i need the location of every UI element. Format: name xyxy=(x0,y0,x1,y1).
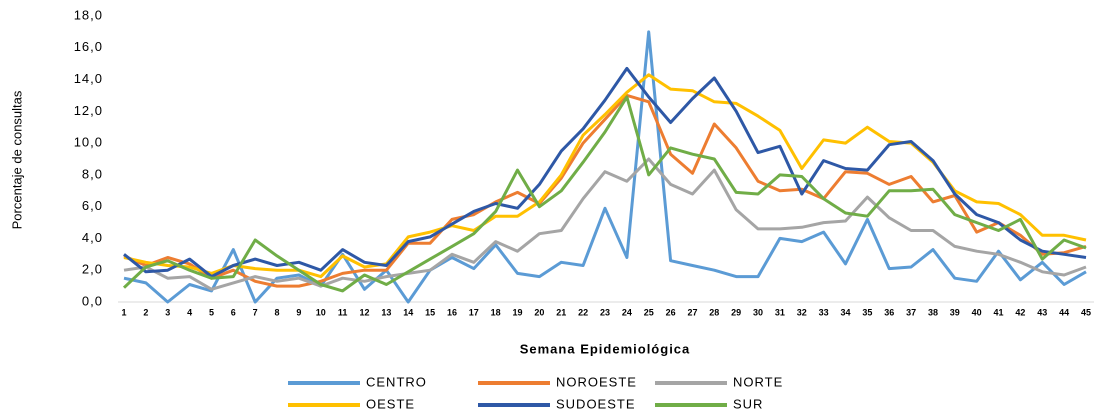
y-tick-label: 10,0 xyxy=(74,135,103,150)
x-tick-label: 35 xyxy=(862,307,872,317)
legend-label: NORTE xyxy=(733,374,783,389)
x-tick-label: 42 xyxy=(1015,307,1025,317)
x-tick-label: 16 xyxy=(447,307,457,317)
x-tick-label: 7 xyxy=(253,307,258,317)
x-tick-label: 38 xyxy=(928,307,938,317)
x-tick-label: 39 xyxy=(950,307,960,317)
y-tick-label: 8,0 xyxy=(82,166,103,181)
y-tick-label: 16,0 xyxy=(74,39,103,54)
x-tick-label: 25 xyxy=(644,307,654,317)
x-tick-label: 23 xyxy=(600,307,610,317)
legend-label: CENTRO xyxy=(366,374,427,389)
series-line xyxy=(123,93,1087,288)
x-tick-label: 15 xyxy=(425,307,435,317)
legend-label: NOROESTE xyxy=(556,374,637,389)
y-tick-label: 4,0 xyxy=(82,230,103,245)
x-tick-label: 19 xyxy=(513,307,523,317)
series-line xyxy=(123,157,1087,291)
x-tick-label: 40 xyxy=(972,307,982,317)
x-tick-label: 41 xyxy=(994,307,1004,317)
x-tick-label: 21 xyxy=(556,307,566,317)
x-tick-label: 4 xyxy=(187,307,192,317)
legend-label: SUDOESTE xyxy=(556,396,636,411)
x-tick-label: 3 xyxy=(165,307,170,317)
x-tick-label: 17 xyxy=(469,307,479,317)
x-tick-label: 6 xyxy=(231,307,236,317)
x-tick-label: 20 xyxy=(534,307,544,317)
x-tick-label: 32 xyxy=(797,307,807,317)
x-tick-label: 45 xyxy=(1081,307,1091,317)
x-tick-label: 10 xyxy=(316,307,326,317)
y-tick-label: 18,0 xyxy=(74,7,103,22)
x-tick-label: 31 xyxy=(775,307,785,317)
x-tick-label: 14 xyxy=(403,307,413,317)
x-tick-label: 36 xyxy=(884,307,894,317)
legend-label: OESTE xyxy=(366,396,415,411)
x-tick-label: 28 xyxy=(709,307,719,317)
x-tick-label: 5 xyxy=(209,307,214,317)
y-tick-label: 2,0 xyxy=(82,262,103,277)
x-tick-label: 12 xyxy=(359,307,369,317)
x-tick-label: 34 xyxy=(840,307,850,317)
legend-label: SUR xyxy=(733,396,763,411)
x-tick-label: 8 xyxy=(275,307,280,317)
y-axis-label: Porcentaje de consultas xyxy=(9,90,24,229)
x-tick-label: 33 xyxy=(819,307,829,317)
x-tick-label: 26 xyxy=(666,307,676,317)
x-tick-label: 9 xyxy=(296,307,301,317)
x-tick-label: 37 xyxy=(906,307,916,317)
y-tick-label: 0,0 xyxy=(82,293,103,308)
x-tick-label: 11 xyxy=(338,307,348,317)
x-tick-label: 44 xyxy=(1059,307,1069,317)
y-tick-label: 14,0 xyxy=(74,71,103,86)
x-tick-label: 13 xyxy=(381,307,391,317)
x-tick-label: 29 xyxy=(731,307,741,317)
series-line xyxy=(123,30,1087,304)
x-tick-label: 22 xyxy=(578,307,588,317)
x-tick-label: 27 xyxy=(687,307,697,317)
y-tick-label: 6,0 xyxy=(82,198,103,213)
x-tick-label: 18 xyxy=(491,307,501,317)
x-tick-label: 30 xyxy=(753,307,763,317)
series-line xyxy=(122,95,1087,293)
series-line xyxy=(123,66,1087,279)
y-tick-label: 12,0 xyxy=(74,103,103,118)
x-tick-label: 24 xyxy=(622,307,632,317)
x-tick-label: 43 xyxy=(1037,307,1047,317)
x-tick-label: 1 xyxy=(121,307,126,317)
x-tick-label: 2 xyxy=(143,307,148,317)
x-axis-label: Semana Epidemiológica xyxy=(520,341,691,356)
